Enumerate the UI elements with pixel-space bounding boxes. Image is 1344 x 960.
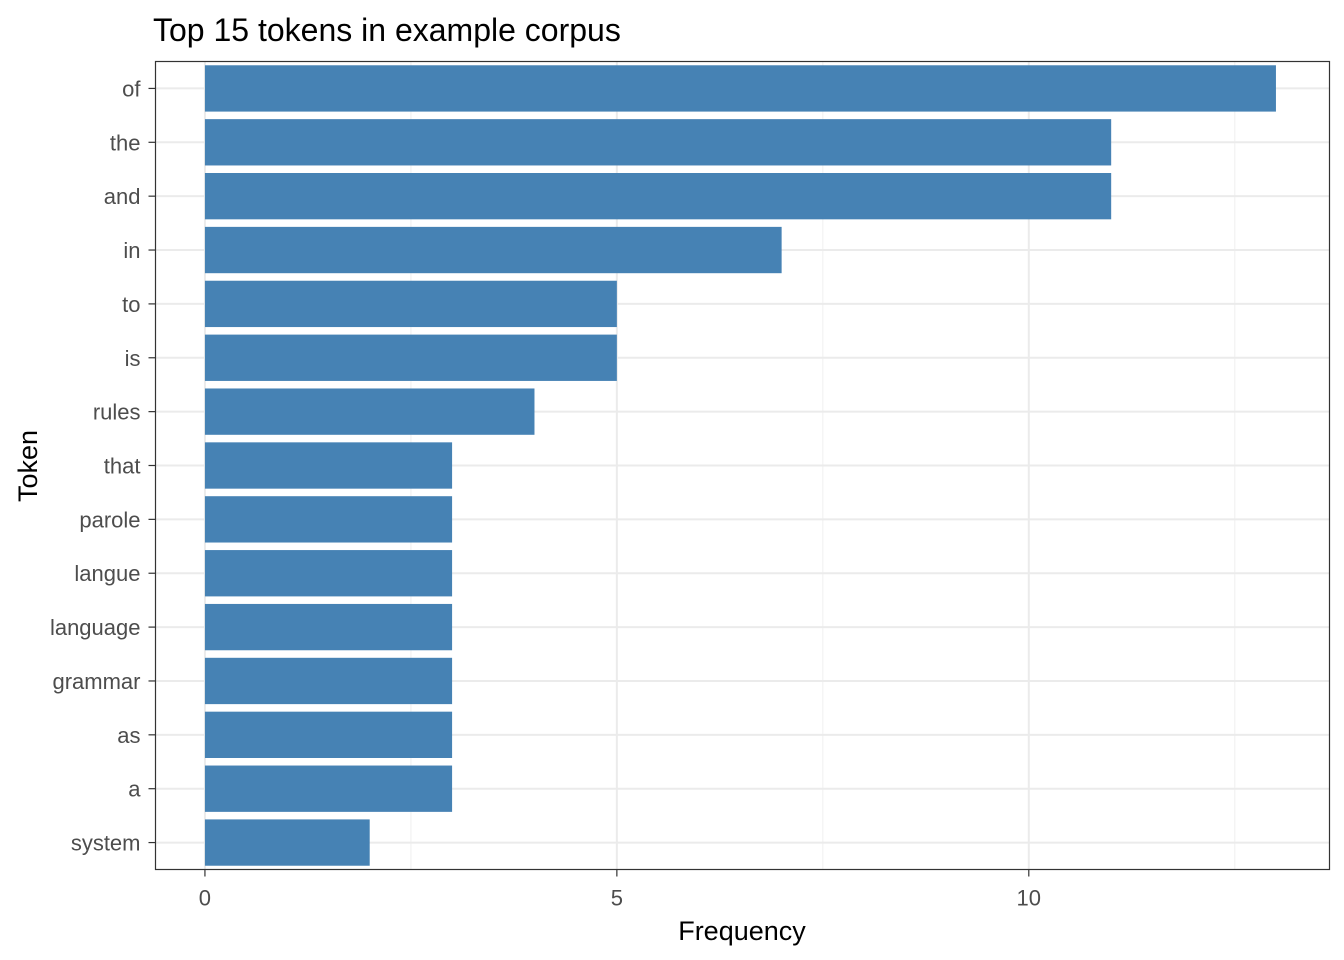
bar-in xyxy=(204,226,782,274)
bar-grammar xyxy=(204,657,453,705)
x-axis-title: Frequency xyxy=(678,916,806,946)
y-tick-label: langue xyxy=(74,561,140,586)
bar-and xyxy=(204,173,1112,220)
y-tick-label: to xyxy=(122,292,140,317)
x-axis: 0 5 10 xyxy=(199,869,1041,911)
bar-is xyxy=(204,334,617,381)
y-tick-label: that xyxy=(104,454,141,479)
y-tick-label: a xyxy=(128,777,141,802)
y-tick-label: in xyxy=(123,238,140,263)
y-tick-label: as xyxy=(117,723,140,748)
bar-parole xyxy=(204,496,453,543)
bar-language xyxy=(204,603,453,651)
bar-of xyxy=(204,65,1276,112)
bar-to xyxy=(204,280,617,328)
bar-a xyxy=(204,765,453,812)
y-tick-label: grammar xyxy=(52,669,140,694)
bar-langue xyxy=(204,550,453,597)
x-tick-label: 5 xyxy=(611,886,623,911)
bar-rules xyxy=(204,388,535,435)
bar-that xyxy=(204,442,453,489)
y-tick-label: is xyxy=(125,346,141,371)
y-tick-label: of xyxy=(122,76,141,101)
x-tick-label: 0 xyxy=(199,886,211,911)
y-tick-label: system xyxy=(71,831,141,856)
y-tick-label: parole xyxy=(79,507,140,532)
bar-system xyxy=(204,819,370,866)
y-tick-label: the xyxy=(110,130,141,155)
y-axis: of the and in to is rules that parole langue langu… xyxy=(50,76,156,856)
bar-as xyxy=(204,711,453,758)
bars xyxy=(204,65,1276,866)
chart-title: Top 15 tokens in example corpus xyxy=(153,12,621,48)
y-axis-title: Token xyxy=(13,430,43,502)
x-tick-label: 10 xyxy=(1017,886,1041,911)
y-tick-label: language xyxy=(50,615,141,640)
y-tick-label: and xyxy=(104,184,141,209)
bar-the xyxy=(204,119,1112,166)
y-tick-label: rules xyxy=(93,400,141,425)
